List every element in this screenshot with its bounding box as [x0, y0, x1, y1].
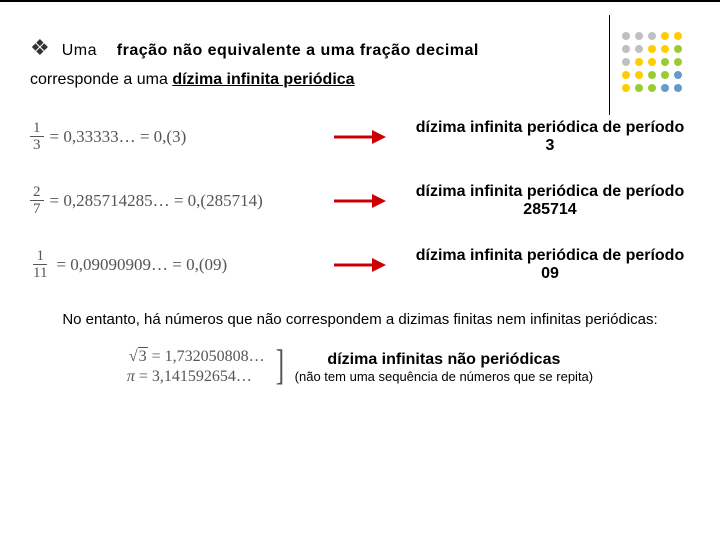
intro-prefix: Uma	[62, 42, 97, 59]
expansion: = 0,33333… = 0,(3)	[50, 127, 187, 147]
intro-continuation: corresponde a uma dízima infinita periód…	[30, 71, 690, 89]
example-row: 111 = 0,09090909… = 0,(09) dízima infinita…	[30, 247, 690, 283]
intro-text: Uma fração não equivalente a uma fração …	[62, 39, 479, 63]
dot-grid-icon	[620, 30, 695, 105]
example-label: dízima infinita periódica de período 3	[410, 119, 690, 155]
bracket-icon: ]	[275, 352, 283, 381]
intro-cont-prefix: corresponde a uma	[30, 71, 172, 88]
eq-pi: π = 3,141592654…	[127, 368, 265, 386]
nonperiodic-label: dízima infinitas não periódicas (não tem…	[295, 351, 593, 384]
example-label: dízima infinita periódica de período 285…	[410, 183, 690, 219]
nonperiodic-title: dízima infinitas não periódicas	[295, 351, 593, 369]
nonperiodic-equations: 3 = 1,732050808… π = 3,141592654…	[127, 346, 265, 388]
expansion: = 0,09090909… = 0,(09)	[56, 255, 227, 275]
expansion: = 0,285714285… = 0,(285714)	[50, 191, 263, 211]
intro-bold: fração não equivalente a uma fração deci…	[117, 42, 479, 59]
arrow-icon	[330, 127, 390, 147]
nonperiodic-subtitle: (não tem uma sequência de números que se…	[295, 369, 593, 384]
top-border	[0, 0, 720, 2]
equation: 27 = 0,285714285… = 0,(285714)	[30, 185, 310, 217]
example-label: dízima infinita periódica de período 09	[410, 247, 690, 283]
arrow-icon	[330, 191, 390, 211]
eq-sqrt3: 3 = 1,732050808…	[127, 348, 265, 366]
equation: 13 = 0,33333… = 0,(3)	[30, 121, 310, 153]
example-row: 13 = 0,33333… = 0,(3) dízima infinita peri…	[30, 119, 690, 155]
examples-list: 13 = 0,33333… = 0,(3) dízima infinita peri…	[30, 119, 690, 283]
intro-underlined: dízima infinita periódica	[172, 71, 354, 88]
fraction: 27	[30, 185, 44, 217]
diamond-bullet-icon: ❖	[30, 35, 50, 61]
intro-line: ❖ Uma fração não equivalente a uma fraçã…	[30, 35, 690, 63]
footer-note: No entanto, há números que não correspon…	[30, 311, 690, 328]
arrow-icon	[330, 255, 390, 275]
fraction: 13	[30, 121, 44, 153]
fraction: 111	[30, 249, 50, 281]
nonperiodic-group: 3 = 1,732050808… π = 3,141592654… ] dízi…	[30, 346, 690, 388]
separator-line	[609, 15, 610, 115]
equation: 111 = 0,09090909… = 0,(09)	[30, 249, 310, 281]
example-row: 27 = 0,285714285… = 0,(285714) dízima infi…	[30, 183, 690, 219]
